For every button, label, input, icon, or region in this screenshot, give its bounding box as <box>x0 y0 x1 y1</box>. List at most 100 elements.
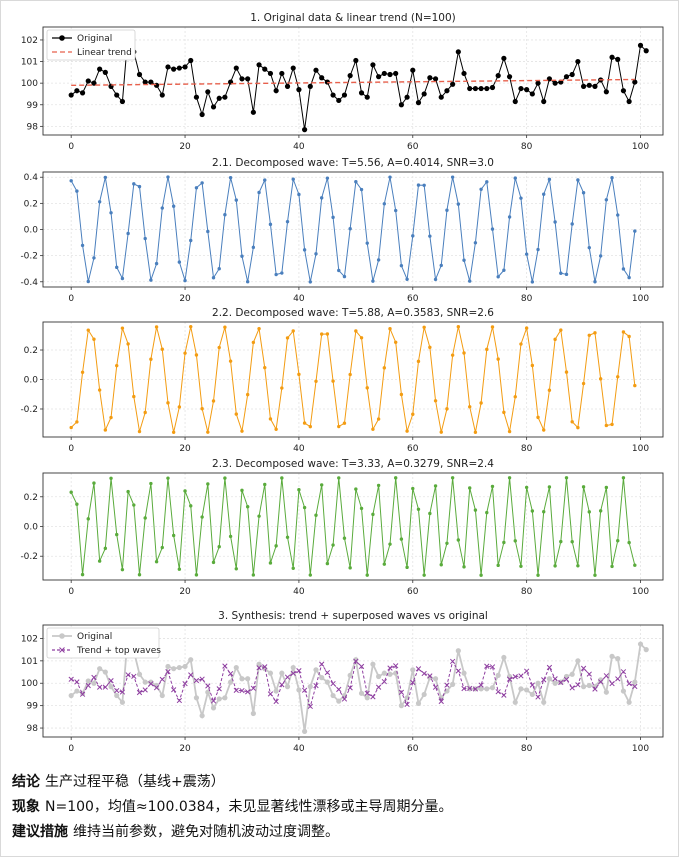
y-tick-label: -0.2 <box>20 552 38 562</box>
wave-data-point <box>342 536 347 540</box>
chart-panel-5: 3. Synthesis: trend + superposed waves v… <box>21 610 664 754</box>
wave-data-point <box>485 510 489 515</box>
wave-data-point <box>132 394 136 399</box>
wave-data-point <box>348 227 352 231</box>
wave-data-point <box>581 191 586 195</box>
original-data-point <box>535 80 541 86</box>
wave-data-point <box>268 561 273 565</box>
synthesis-data-point <box>387 665 393 671</box>
wave-data-point <box>314 252 318 256</box>
original-data-point <box>580 83 587 89</box>
x-tick-label: 0 <box>68 587 74 597</box>
synthesis-data-point <box>489 664 496 670</box>
synthesis-data-point <box>296 668 302 674</box>
original-data-point <box>250 109 256 115</box>
wave-data-point <box>598 377 603 381</box>
wave-data-point <box>616 538 620 543</box>
original-data-point <box>381 670 387 676</box>
wave-data-point <box>103 428 108 432</box>
wave-data-point <box>581 485 586 489</box>
synthesis-data-point <box>256 665 262 671</box>
synthesis-data-point <box>558 679 564 686</box>
wave-data-point <box>359 187 364 192</box>
y-tick-label: -0.2 <box>20 252 38 262</box>
wave-data-point <box>206 430 210 434</box>
chart-title: 2.1. Decomposed wave: T=5.56, A=0.4014, … <box>212 157 494 169</box>
original-data-point <box>216 696 222 702</box>
wave-data-point <box>445 407 449 411</box>
synthesis-data-point <box>136 689 143 696</box>
synthesis-data-point <box>358 663 365 670</box>
wave-data-point <box>604 198 609 202</box>
synthesis-data-point <box>341 696 348 702</box>
wave-data-point <box>559 539 563 544</box>
x-tick-label: 60 <box>407 142 419 152</box>
wave-data-point <box>371 279 375 283</box>
wave-data-point <box>462 351 466 355</box>
wave-data-point <box>126 342 130 346</box>
wave-data-point <box>228 534 233 539</box>
y-tick-label: 0.0 <box>24 523 39 533</box>
original-data-point <box>324 679 330 685</box>
wave-data-point <box>365 241 369 245</box>
wave-data-point <box>319 483 324 487</box>
synthesis-data-point <box>85 682 91 689</box>
wave-data-point <box>587 245 591 250</box>
wave-data-point <box>274 427 278 431</box>
original-data-point <box>188 657 194 663</box>
synthesis-data-point <box>370 694 376 700</box>
wave-data-point <box>80 370 85 374</box>
legend-box <box>46 627 160 659</box>
original-data-point <box>535 680 541 686</box>
synthesis-data-point <box>546 664 553 671</box>
wave-data-point <box>490 325 495 329</box>
y-tick-label: 102 <box>21 634 38 644</box>
y-tick-label: 101 <box>21 58 38 68</box>
original-data-point <box>586 682 592 689</box>
wave-data-point <box>337 424 341 429</box>
y-tick-label: 0.2 <box>24 493 38 503</box>
wave-data-point <box>194 353 199 357</box>
original-data-point <box>495 672 501 679</box>
chart-title: 2.2. Decomposed wave: T=5.88, A=0.3583, … <box>212 307 494 319</box>
wave-data-point <box>468 486 472 490</box>
wave-data-point <box>405 565 409 570</box>
wave-data-point <box>291 177 295 181</box>
wave-data-point <box>132 182 136 186</box>
wave-data-point <box>593 280 597 284</box>
original-data-point <box>615 656 621 662</box>
wave-data-point <box>211 276 216 280</box>
wave-data-point <box>189 504 193 508</box>
original-data-point <box>643 48 649 54</box>
wave-data-point <box>382 366 387 370</box>
original-data-point <box>159 92 165 98</box>
wave-data-point <box>433 399 438 403</box>
synthesis-data-point <box>518 673 524 679</box>
original-data-point <box>580 684 587 690</box>
synthesis-data-point <box>125 672 131 678</box>
wave-data-point <box>376 417 381 421</box>
x-tick-label: 100 <box>632 142 649 152</box>
synthesis-data-point <box>199 676 205 682</box>
wave-data-point <box>547 485 552 489</box>
axes-frame <box>42 624 664 738</box>
linear-trend-line <box>71 78 635 87</box>
synthesis-data-point <box>262 664 268 670</box>
wave-data-point <box>257 190 261 195</box>
wave-data-point <box>115 265 119 270</box>
legend-label: Linear trend <box>77 48 132 58</box>
wave-data-point <box>485 347 489 352</box>
original-data-point <box>108 684 114 690</box>
original-data-point <box>239 76 245 82</box>
original-data-point <box>176 65 182 71</box>
wave-data-point <box>69 425 73 430</box>
wave-data-point <box>422 183 426 187</box>
synthesis-data-point <box>461 685 467 692</box>
original-data-point <box>563 74 570 80</box>
wave-data-point <box>302 505 307 510</box>
original-data-point <box>182 663 188 670</box>
x-tick-label: 40 <box>293 142 305 152</box>
wave-data-point <box>536 415 540 420</box>
original-data-point <box>290 65 296 71</box>
synthesis-data-point <box>74 679 80 685</box>
